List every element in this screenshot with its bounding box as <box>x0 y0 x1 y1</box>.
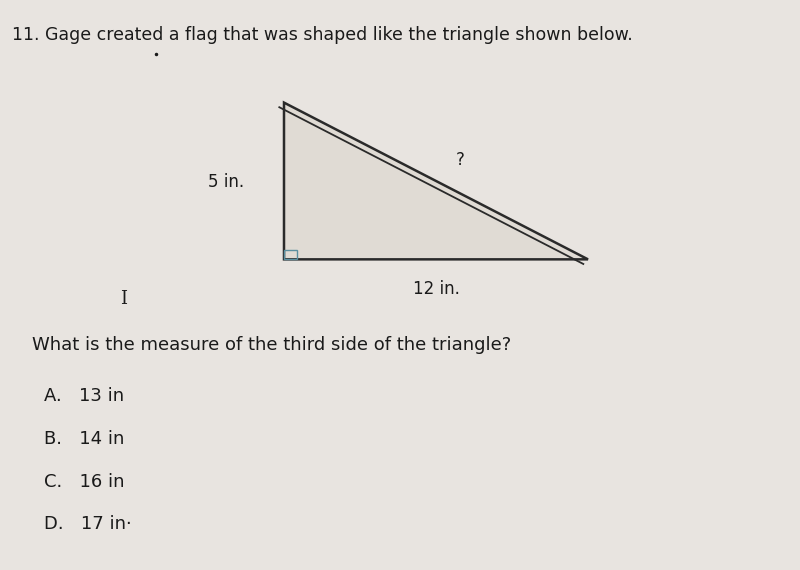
Text: A.   13 in: A. 13 in <box>44 387 124 405</box>
Text: What is the measure of the third side of the triangle?: What is the measure of the third side of… <box>32 336 511 354</box>
Text: ?: ? <box>455 150 465 169</box>
Polygon shape <box>284 103 588 259</box>
Text: I: I <box>121 290 127 308</box>
Text: C.   16 in: C. 16 in <box>44 473 125 491</box>
Text: B.   14 in: B. 14 in <box>44 430 124 448</box>
Text: 11. Gage created a flag that was shaped like the triangle shown below.: 11. Gage created a flag that was shaped … <box>12 26 633 44</box>
Text: D.   17 in·: D. 17 in· <box>44 515 132 534</box>
Text: 5 in.: 5 in. <box>208 173 244 192</box>
Text: 12 in.: 12 in. <box>413 280 459 299</box>
